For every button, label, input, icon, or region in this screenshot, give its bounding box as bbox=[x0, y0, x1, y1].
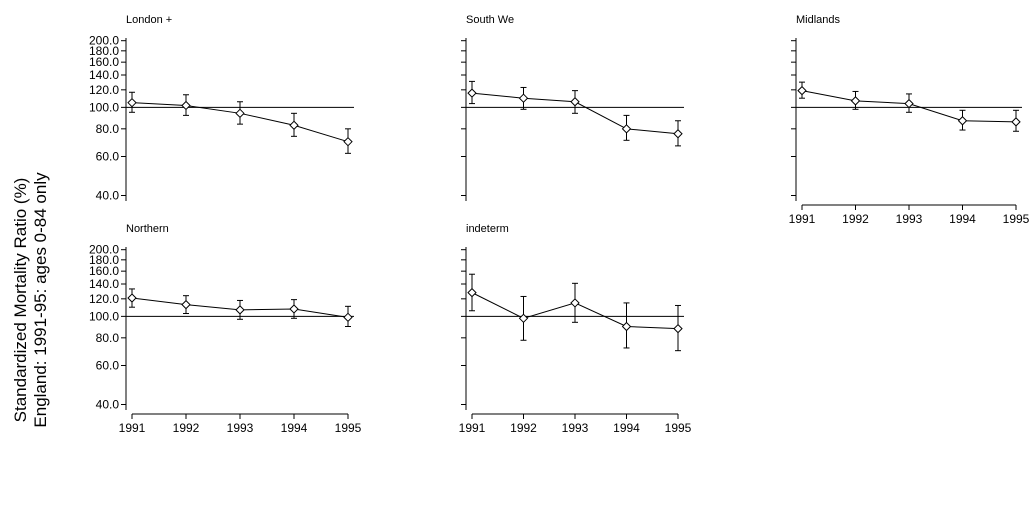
y-tick-label: 180.0 bbox=[89, 44, 119, 58]
y-tick-label: 200.0 bbox=[89, 243, 119, 257]
x-tick-label: 1995 bbox=[1003, 212, 1030, 226]
x-tick-label: 1993 bbox=[562, 421, 589, 435]
panel-5: indeterm 1991 1992 1993 1994 1995 bbox=[459, 223, 692, 435]
x-tick-label: 1992 bbox=[510, 421, 537, 435]
y-tick-label: 160.0 bbox=[89, 264, 119, 278]
data-point bbox=[797, 85, 807, 96]
y-tick-label: 160.0 bbox=[89, 55, 119, 69]
panel-title: Midlands bbox=[796, 14, 841, 26]
data-point bbox=[621, 124, 632, 134]
data-point bbox=[235, 305, 245, 315]
y-tick-label: 140.0 bbox=[89, 68, 119, 82]
x-tick-label: 1995 bbox=[665, 421, 692, 435]
y-tick-label: 100.0 bbox=[89, 100, 119, 114]
data-point bbox=[289, 120, 299, 130]
panel-3: Midlands 1991 1992 1993 1994 1995 bbox=[789, 14, 1030, 226]
y-axis-title-line1: Standardized Mortality Ratio (%) bbox=[11, 178, 30, 423]
y-tick-label: 120.0 bbox=[89, 292, 119, 306]
x-tick-label: 1991 bbox=[459, 421, 486, 435]
x-tick-label: 1994 bbox=[613, 421, 640, 435]
y-tick-label: 80.0 bbox=[96, 331, 120, 345]
y-axis-title-line2: England: 1991-95: ages 0-84 only bbox=[31, 172, 50, 428]
data-point bbox=[127, 97, 137, 108]
data-point bbox=[621, 321, 632, 332]
data-point bbox=[673, 323, 683, 334]
panel-title: Northern bbox=[126, 223, 169, 235]
data-point bbox=[467, 287, 477, 298]
y-axis-title: Standardized Mortality Ratio (%) England… bbox=[11, 172, 50, 428]
x-tick-label: 1992 bbox=[842, 212, 869, 226]
data-point bbox=[957, 116, 968, 126]
data-point bbox=[343, 312, 353, 323]
panel-title: London + bbox=[126, 14, 172, 26]
panel-title: South We bbox=[466, 14, 514, 26]
panel-4: Northern 40.0 60.0 80.0 100.0 120.0140.0160.0… bbox=[89, 223, 362, 435]
data-point bbox=[904, 98, 914, 109]
x-tick-label: 1993 bbox=[896, 212, 923, 226]
y-tick-label: 40.0 bbox=[96, 189, 120, 203]
data-point bbox=[289, 304, 299, 314]
x-tick-label: 1992 bbox=[173, 421, 200, 435]
panel-title: indeterm bbox=[466, 223, 509, 235]
data-point bbox=[1011, 117, 1021, 127]
x-tick-label: 1994 bbox=[281, 421, 308, 435]
data-point bbox=[181, 100, 191, 111]
x-tick-label: 1994 bbox=[949, 212, 976, 226]
y-tick-label: 100.0 bbox=[89, 309, 119, 323]
y-tick-label: 40.0 bbox=[96, 398, 120, 412]
panels: London +40.060.080.0100.0120.0140.0160.0… bbox=[89, 14, 1030, 435]
panel-2: South We bbox=[461, 14, 684, 201]
data-point bbox=[181, 299, 191, 310]
y-tick-label: 120.0 bbox=[89, 83, 119, 97]
x-tick-label: 1991 bbox=[789, 212, 816, 226]
data-point bbox=[235, 108, 245, 119]
y-tick-label: 80.0 bbox=[96, 122, 120, 136]
data-point bbox=[518, 313, 529, 324]
y-tick-label: 60.0 bbox=[96, 150, 120, 164]
y-tick-label: 60.0 bbox=[96, 359, 120, 373]
data-point bbox=[467, 88, 477, 98]
panel-1: London + 40.0 60.0 80.0 100.0 120.0140.0160.0… bbox=[89, 14, 354, 203]
data-point bbox=[518, 93, 529, 103]
data-point bbox=[570, 298, 580, 308]
x-tick-label: 1991 bbox=[119, 421, 146, 435]
y-tick-label: 200.0 bbox=[89, 34, 119, 48]
y-tick-label: 140.0 bbox=[89, 277, 119, 291]
data-point bbox=[343, 136, 353, 147]
x-tick-label: 1993 bbox=[227, 421, 254, 435]
y-tick-label: 180.0 bbox=[89, 253, 119, 267]
data-point bbox=[850, 96, 861, 106]
data-point bbox=[570, 97, 580, 107]
data-point bbox=[673, 129, 683, 139]
x-tick-label: 1995 bbox=[335, 421, 362, 435]
data-point bbox=[127, 293, 137, 303]
